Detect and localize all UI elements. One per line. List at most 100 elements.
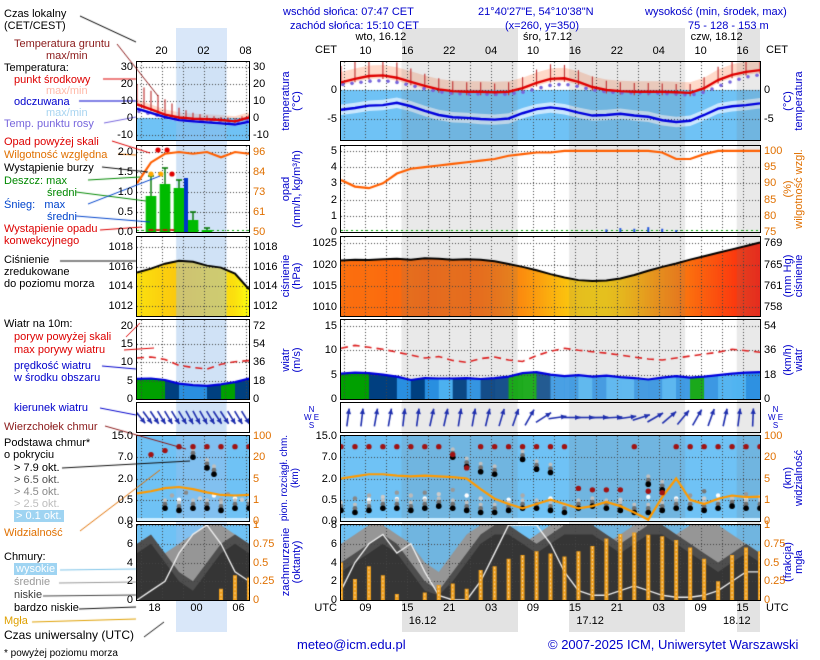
top-hour-tick: 16	[736, 45, 749, 57]
label-convective-2: konwekcyjnego	[4, 235, 80, 247]
date-label: 18.12	[723, 615, 751, 627]
tick-label: 6	[126, 537, 133, 550]
tick-label: 20	[253, 78, 266, 91]
axis-title-precip-left: opad (mm/h, kg/m³/h)	[280, 150, 303, 228]
bottom-hour-tick: 09	[694, 602, 707, 614]
tick-label: 18	[253, 374, 266, 387]
tick-label: 7.0	[321, 451, 337, 464]
tick-label: 0	[253, 393, 260, 405]
tick-label: 100	[764, 430, 783, 442]
label-wind-dir: kierunek wiatru	[14, 402, 88, 414]
tick-label: 2.0	[321, 472, 337, 485]
tick-label: 758	[764, 301, 783, 314]
label-wind-speed-1: prędkość wiatru	[14, 360, 92, 372]
tick-label: 20	[120, 78, 133, 91]
tick-label: 30	[253, 61, 266, 74]
label-high-clouds: wysokie	[14, 563, 58, 575]
label-pressure-3: do poziomu morza	[4, 278, 95, 290]
sunset-time: zachód słońca: 15:10 CET	[290, 20, 420, 32]
tick-label: 1	[764, 519, 771, 531]
axis-title-fog-right: (frakcja) mgła	[782, 542, 805, 582]
tick-label: 1012	[253, 300, 278, 313]
tick-label: 769	[764, 237, 783, 250]
day-label: czw, 18.12	[690, 31, 743, 43]
tick-label: 1	[253, 493, 260, 506]
tick-label: -5	[327, 113, 337, 126]
label-feels-like: odczuwana	[14, 96, 70, 108]
label-temperature: Temperatura:	[4, 62, 69, 74]
tick-label: -10	[117, 128, 133, 141]
bottom-hour-tick: 21	[443, 602, 456, 614]
label-ground-temp: Temperatura gruntu	[14, 38, 110, 50]
tick-label: 0	[330, 226, 337, 238]
tick-label: 0.5	[117, 493, 133, 506]
tick-label: 0	[764, 393, 771, 405]
label-wind-speed-2: w środku obszaru	[14, 372, 101, 384]
tick-label: 0.75	[764, 537, 786, 550]
tick-label: 2	[330, 193, 337, 206]
label-convective-1: Wystąpienie opadu	[4, 223, 98, 235]
tick-label: 2.0	[117, 472, 133, 485]
bottom-hour-tick: 09	[359, 602, 372, 614]
top-hour-tick: 04	[652, 45, 665, 57]
axis-title-wind-right: (km/h) wiatr	[782, 344, 805, 376]
compass-icon: N W E S	[768, 405, 784, 430]
top-hour-tick: 10	[526, 45, 540, 57]
tick-label: 20	[120, 319, 133, 332]
tick-label: 73	[253, 186, 266, 198]
tick-label: 5	[330, 144, 337, 157]
tick-label: 0.0	[321, 515, 337, 527]
bottom-hour-tick: 03	[485, 602, 498, 614]
copyright-link[interactable]: © 2007-2025 ICM, Uniwersytet Warszawski	[548, 637, 799, 652]
axis-title-pressure-right: (mm Hg) ciśnienie	[782, 254, 805, 298]
contact-email-link[interactable]: meteo@icm.edu.pl	[297, 637, 406, 652]
label-cloud-base-2: o pokryciu	[4, 449, 55, 461]
tick-label: 20	[764, 451, 777, 464]
tick-label: 0	[764, 83, 771, 96]
label-humidity: Wilgotność względna	[4, 149, 108, 161]
tick-label: 1014	[253, 280, 278, 293]
tick-label: 10	[120, 95, 133, 107]
bottom-hour-tick: 15	[568, 602, 582, 614]
label-dew-point: Temp. punktu rosy	[4, 118, 94, 130]
tick-label: 1020	[312, 258, 337, 271]
tick-label: 3	[330, 177, 337, 190]
mini-bottom-hour-tick: 18	[148, 602, 161, 614]
tick-label: 0	[253, 515, 260, 527]
label-local-time-2: (CET/CEST)	[4, 20, 66, 32]
tick-label: 1010	[312, 301, 337, 314]
bottom-hour-tick: 15	[401, 602, 414, 614]
tick-label: 54	[253, 338, 266, 351]
tick-label: 5	[253, 472, 260, 485]
date-label: 16.12	[408, 615, 437, 627]
top-hour-tick: 16	[401, 45, 414, 57]
tick-label: 1012	[108, 300, 133, 313]
label-temp-mid: punkt środkowy	[14, 74, 91, 86]
label-gust-max: max porywy wiatru	[14, 344, 106, 356]
mini-bottom-hour-tick: 06	[232, 602, 245, 614]
label-cloud-top: Wierzchołek chmur	[4, 421, 98, 433]
tick-label: 54	[764, 319, 777, 332]
tick-label: 1	[764, 493, 771, 506]
label-okta-45: > 4.5 okt.	[14, 486, 60, 498]
label-pressure-1: Ciśnienie	[4, 254, 50, 266]
label-rain-max: Deszcz: max	[4, 175, 67, 187]
tick-label: 0.0	[117, 515, 133, 527]
label-visibility: Widzialność	[4, 527, 63, 539]
date-label: 17.12	[576, 615, 604, 627]
tick-label: 6	[330, 537, 337, 550]
label-snow-avg: średni	[47, 211, 77, 223]
label-feels-maxmin: max/min	[46, 107, 88, 119]
tick-label: 8	[126, 519, 133, 531]
label-rain-avg: średni	[47, 187, 77, 199]
label-gust-offscale: poryw powyżej skali	[14, 331, 112, 343]
utc-label-right: UTC	[766, 602, 789, 614]
bottom-hour-tick: 03	[652, 602, 665, 614]
axis-title-humidity-right: (%) wilgotność wzgl.	[782, 149, 805, 229]
tick-label: 2	[330, 575, 337, 588]
tick-label: -10	[253, 128, 269, 141]
tick-label: 2	[126, 575, 133, 588]
utc-label-left: UTC	[314, 602, 337, 614]
